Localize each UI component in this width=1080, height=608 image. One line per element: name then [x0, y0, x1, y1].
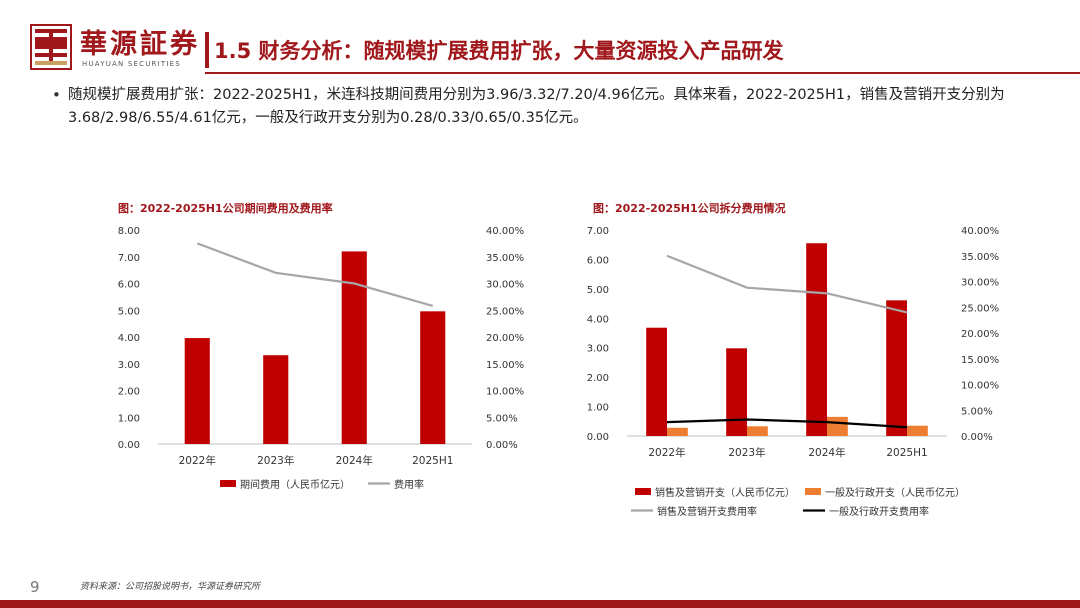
y-right-tick-label: 25.00%: [961, 303, 999, 314]
x-tick-label: 2022年: [179, 454, 216, 467]
bar: [667, 427, 688, 436]
bar: [184, 338, 210, 444]
y-right-tick-label: 5.00%: [961, 406, 993, 417]
chart-period-expenses: 图：2022-2025H1公司期间费用及费用率 0.00 1.00 2.00 3.00 4…: [110, 190, 540, 520]
y-right-tick-label: 10.00%: [486, 387, 524, 398]
bar: [263, 355, 289, 444]
x-tick-label: 2024年: [336, 454, 373, 467]
y-right-tick-label: 40.00%: [486, 226, 524, 237]
y-right-tick-label: 0.00%: [961, 432, 993, 443]
y-left-tick-label: 6.00: [118, 280, 140, 291]
y-right-tick-label: 30.00%: [961, 278, 999, 289]
y-left-tick-label: 0.00: [587, 432, 609, 443]
brand-name-en: HUAYUAN SECURITIES: [82, 60, 181, 68]
chart-expense-breakdown-svg: 图：2022-2025H1公司拆分费用情况 0.00 1.00 2.00 3.00 4.0…: [587, 201, 999, 518]
y-left-tick-label: 1.00: [587, 403, 609, 414]
bar: [420, 311, 446, 444]
seal-icon: [30, 24, 72, 70]
y-right-tick-label: 25.00%: [486, 306, 524, 317]
summary-text: 随规模扩展费用扩张：2022-2025H1，米连科技期间费用分别为3.96/3.…: [68, 87, 1005, 126]
title-accent-bar: [205, 32, 209, 68]
y-left-tick-label: 5.00: [118, 306, 140, 317]
y-right-tick-label: 15.00%: [961, 355, 999, 366]
chart-period-expenses-svg: 图：2022-2025H1公司期间费用及费用率 0.00 1.00 2.00 3.00 4…: [118, 201, 524, 491]
y-right-tick-label: 35.00%: [486, 253, 524, 264]
legend-swatch: [220, 480, 236, 487]
y-right-tick-label: 35.00%: [961, 252, 999, 263]
bar: [827, 416, 848, 436]
y-right-tick-label: 10.00%: [961, 381, 999, 392]
y-left-tick-label: 3.00: [118, 360, 140, 371]
legend-label: 销售及营销开支费用率: [657, 505, 757, 518]
bar: [646, 327, 667, 436]
bar: [886, 300, 907, 436]
y-left-tick-label: 4.00: [587, 314, 609, 325]
y-left-tick-label: 1.00: [118, 413, 140, 424]
y-right-tick-label: 0.00%: [486, 440, 518, 451]
chart-expense-breakdown: 图：2022-2025H1公司拆分费用情况 0.00 1.00 2.00 3.00 4.0…: [585, 190, 1015, 520]
y-left-tick-label: 2.00: [587, 373, 609, 384]
x-tick-label: 2022年: [648, 446, 685, 459]
y-right-tick-label: 30.00%: [486, 280, 524, 291]
y-right-tick-label: 20.00%: [961, 329, 999, 340]
y-right-tick-label: 40.00%: [961, 226, 999, 237]
y-left-tick-label: 8.00: [118, 226, 140, 237]
series-line: [666, 254, 908, 314]
y-right-tick-label: 15.00%: [486, 360, 524, 371]
legend-label: 一般及行政开支费用率: [829, 505, 929, 518]
y-left-tick-label: 7.00: [587, 226, 609, 237]
y-left-tick-label: 5.00: [587, 285, 609, 296]
bar: [806, 243, 827, 436]
brand-logo: 華源証券 HUAYUAN SECURITIES: [30, 22, 220, 76]
legend-label: 费用率: [394, 478, 424, 491]
page-number: 9: [30, 578, 40, 596]
bar: [341, 251, 367, 444]
y-left-tick-label: 3.00: [587, 344, 609, 355]
bar: [747, 426, 768, 436]
chart-title: 图：2022-2025H1公司拆分费用情况: [593, 201, 786, 215]
legend-label: 销售及营销开支（人民币亿元）: [655, 486, 795, 499]
y-right-tick-label: 5.00%: [486, 413, 518, 424]
x-tick-label: 2025H1: [886, 447, 927, 459]
y-left-tick-label: 2.00: [118, 387, 140, 398]
y-left-tick-label: 6.00: [587, 255, 609, 266]
series-line: [666, 418, 908, 429]
x-tick-label: 2024年: [808, 446, 845, 459]
footer-bar: [0, 600, 1080, 608]
y-right-tick-label: 20.00%: [486, 333, 524, 344]
y-left-tick-label: 4.00: [118, 333, 140, 344]
title-divider: [205, 72, 1080, 74]
legend-swatch: [635, 488, 651, 495]
chart-title: 图：2022-2025H1公司期间费用及费用率: [118, 201, 333, 215]
bullet-icon: •: [52, 86, 61, 104]
y-left-tick-label: 0.00: [118, 440, 140, 451]
x-tick-label: 2025H1: [412, 455, 453, 467]
legend-label: 期间费用（人民币亿元）: [240, 478, 350, 491]
legend-label: 一般及行政开支（人民币亿元）: [825, 486, 965, 499]
x-tick-label: 2023年: [728, 446, 765, 459]
bar: [907, 425, 928, 436]
source-note: 资料来源：公司招股说明书，华源证券研究所: [80, 582, 261, 592]
page-title: 1.5 财务分析：随规模扩展费用扩张，大量资源投入产品研发: [214, 39, 784, 63]
series-line: [196, 242, 434, 308]
x-tick-label: 2023年: [257, 454, 294, 467]
bar: [726, 348, 747, 436]
brand-name-cn: 華源証券: [80, 29, 200, 60]
y-left-tick-label: 7.00: [118, 253, 140, 264]
legend-swatch: [805, 488, 821, 495]
